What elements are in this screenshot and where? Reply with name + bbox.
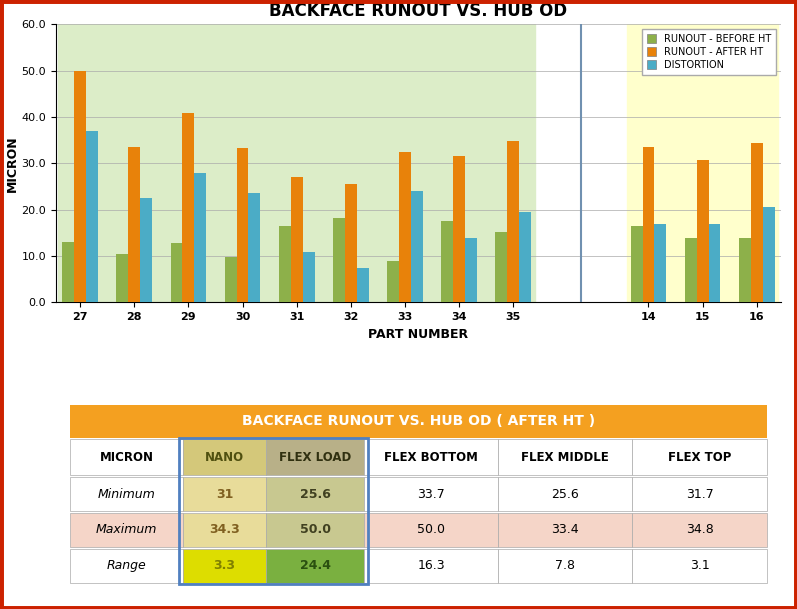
FancyBboxPatch shape	[183, 513, 266, 547]
Text: 50.0: 50.0	[300, 523, 331, 537]
Bar	[709, 224, 720, 303]
FancyBboxPatch shape	[183, 549, 266, 583]
Text: 7.8: 7.8	[556, 559, 575, 572]
FancyBboxPatch shape	[498, 513, 632, 547]
Bar	[410, 191, 422, 303]
Bar	[116, 254, 128, 303]
FancyBboxPatch shape	[632, 439, 767, 475]
Bar	[630, 226, 642, 303]
FancyBboxPatch shape	[364, 439, 498, 475]
Bar	[279, 226, 291, 303]
Bar	[495, 232, 507, 303]
FancyBboxPatch shape	[498, 549, 632, 583]
Bar	[357, 267, 369, 303]
Text: 3.1: 3.1	[689, 559, 709, 572]
Text: Maximum: Maximum	[96, 523, 157, 537]
Text: 24.4: 24.4	[300, 559, 331, 572]
Bar	[140, 198, 152, 303]
FancyBboxPatch shape	[632, 549, 767, 583]
Bar	[642, 147, 654, 303]
Bar	[86, 131, 98, 303]
Text: 25.6: 25.6	[552, 488, 579, 501]
Text: 34.8: 34.8	[685, 523, 713, 537]
Bar	[62, 242, 74, 303]
Bar	[291, 177, 303, 303]
Bar	[507, 141, 519, 303]
Text: FLEX TOP: FLEX TOP	[668, 451, 731, 464]
FancyBboxPatch shape	[70, 477, 183, 511]
FancyBboxPatch shape	[632, 513, 767, 547]
FancyBboxPatch shape	[266, 549, 364, 583]
Bar	[519, 212, 531, 303]
Bar	[58, 24, 535, 303]
FancyBboxPatch shape	[498, 439, 632, 475]
Text: 34.3: 34.3	[209, 523, 240, 537]
Legend: RUNOUT - BEFORE HT, RUNOUT - AFTER HT, DISTORTION: RUNOUT - BEFORE HT, RUNOUT - AFTER HT, D…	[642, 29, 776, 75]
Text: 31: 31	[216, 488, 233, 501]
FancyBboxPatch shape	[266, 477, 364, 511]
Bar	[225, 257, 237, 303]
Text: 33.4: 33.4	[552, 523, 579, 537]
Bar	[303, 252, 315, 303]
Bar	[128, 147, 140, 303]
Bar	[763, 208, 775, 303]
Text: FLEX LOAD: FLEX LOAD	[279, 451, 351, 464]
Bar	[345, 184, 357, 303]
Title: BACKFACE RUNOUT VS. HUB OD: BACKFACE RUNOUT VS. HUB OD	[269, 2, 567, 20]
Bar	[249, 194, 261, 303]
Text: MICRON: MICRON	[100, 451, 154, 464]
Bar	[74, 71, 86, 303]
X-axis label: PART NUMBER: PART NUMBER	[368, 328, 469, 340]
Text: 16.3: 16.3	[418, 559, 445, 572]
Text: 31.7: 31.7	[685, 488, 713, 501]
Bar	[654, 224, 666, 303]
Text: FLEX BOTTOM: FLEX BOTTOM	[384, 451, 478, 464]
Bar	[387, 261, 399, 303]
Bar	[465, 238, 477, 303]
FancyBboxPatch shape	[498, 477, 632, 511]
FancyBboxPatch shape	[364, 513, 498, 547]
FancyBboxPatch shape	[364, 477, 498, 511]
Text: NANO: NANO	[205, 451, 244, 464]
Bar	[399, 152, 410, 303]
Bar	[333, 217, 345, 303]
FancyBboxPatch shape	[183, 477, 266, 511]
Bar	[697, 160, 709, 303]
Text: 33.7: 33.7	[418, 488, 445, 501]
Bar	[453, 157, 465, 303]
FancyBboxPatch shape	[70, 513, 183, 547]
Text: 3.3: 3.3	[214, 559, 235, 572]
Bar	[194, 172, 206, 303]
FancyBboxPatch shape	[70, 405, 767, 437]
FancyBboxPatch shape	[70, 549, 183, 583]
FancyBboxPatch shape	[266, 439, 364, 475]
Bar	[626, 24, 779, 303]
FancyBboxPatch shape	[632, 477, 767, 511]
Bar	[751, 143, 763, 303]
FancyBboxPatch shape	[70, 439, 183, 475]
Bar	[739, 238, 751, 303]
Text: 50.0: 50.0	[417, 523, 445, 537]
FancyBboxPatch shape	[266, 513, 364, 547]
Bar	[442, 221, 453, 303]
Text: Minimum: Minimum	[97, 488, 155, 501]
Text: BACKFACE RUNOUT VS. HUB OD ( AFTER HT ): BACKFACE RUNOUT VS. HUB OD ( AFTER HT )	[241, 414, 595, 428]
Bar	[685, 239, 697, 303]
Text: 25.6: 25.6	[300, 488, 331, 501]
Text: FLEX MIDDLE: FLEX MIDDLE	[521, 451, 609, 464]
FancyBboxPatch shape	[364, 549, 498, 583]
Y-axis label: MICRON: MICRON	[6, 135, 18, 192]
Bar	[183, 113, 194, 303]
Bar	[171, 243, 183, 303]
FancyBboxPatch shape	[183, 439, 266, 475]
Bar	[237, 148, 249, 303]
Text: Range: Range	[107, 559, 147, 572]
